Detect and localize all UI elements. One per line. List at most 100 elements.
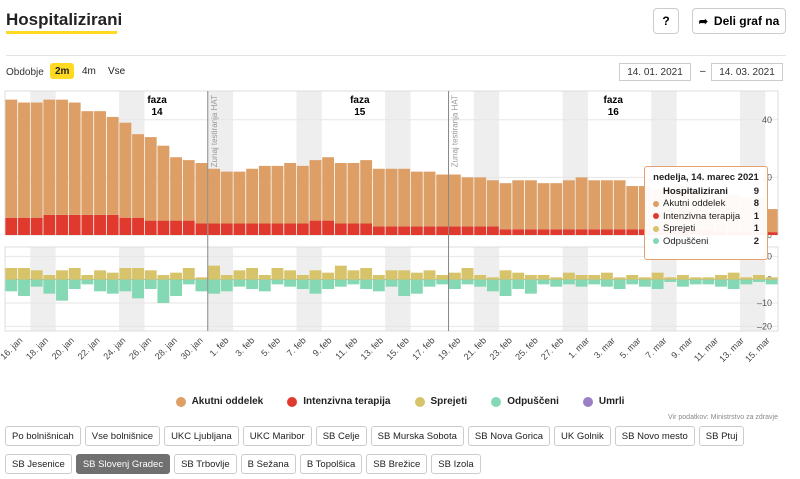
filter-button[interactable]: SB Slovenj Gradec (75, 454, 171, 474)
legend-item-discharged[interactable]: Odpuščeni (491, 396, 559, 407)
bar-acute (334, 163, 347, 224)
bar-acute (132, 134, 144, 218)
filter-button[interactable]: SB Trbovlje (174, 454, 237, 474)
tooltip-row-icu: Intenzivna terapija 1 (653, 210, 759, 223)
bar-admitted (562, 272, 575, 280)
bar-acute (398, 168, 411, 227)
filter-button[interactable]: SB Brežice (366, 454, 428, 474)
filter-button[interactable]: SB Ptuj (698, 426, 745, 446)
bar-icu (474, 226, 487, 235)
period-4m-button[interactable]: 4m (82, 65, 96, 77)
legend-item-admitted[interactable]: Sprejeti (414, 396, 467, 407)
x-tick-label: 7. feb (285, 335, 308, 358)
bar-discharged (702, 279, 715, 285)
tooltip-row-value: 1 (753, 210, 759, 222)
tooltip-header-label: Hospitalizirani (663, 185, 728, 197)
bar-discharged (715, 279, 727, 287)
bar-acute (461, 177, 474, 227)
x-tick-label: 15. mar (743, 335, 772, 364)
bar-admitted (664, 277, 677, 280)
bar-acute (296, 165, 309, 224)
hospitalized-chart[interactable]: 02040–20–10010Zunaj testiranja HATZunaj … (0, 85, 800, 385)
legend-item-acute[interactable]: Akutni oddelek (175, 396, 263, 407)
x-tick-label: 30. jan (179, 335, 205, 361)
filter-button[interactable]: SB Jesenice (5, 454, 72, 474)
bar-icu (398, 226, 411, 235)
filter-button[interactable]: B Topolšica (299, 454, 363, 474)
share-button-label: Deli graf na (713, 14, 780, 28)
bar-acute (56, 99, 68, 215)
filter-button[interactable]: UKC Ljubljana (164, 426, 239, 446)
filter-button[interactable]: UK Golnik (554, 426, 611, 446)
bar-admitted (144, 270, 157, 280)
period-label: Obdobje (6, 67, 44, 78)
bar-icu (499, 229, 512, 235)
tooltip-header-value: 9 (753, 185, 759, 197)
bar-discharged (233, 279, 246, 287)
bar-discharged (664, 279, 677, 282)
bar-discharged (18, 279, 30, 296)
phase-annotation: Zunaj testiranja HAT (451, 95, 460, 167)
bar-discharged (639, 279, 651, 287)
title-underline (6, 31, 117, 34)
date-from-input[interactable] (619, 63, 691, 81)
bar-acute (94, 111, 106, 215)
bar-admitted (436, 275, 449, 280)
date-to-input[interactable] (711, 63, 783, 81)
help-button[interactable]: ? (653, 8, 679, 34)
bar-admitted (448, 272, 461, 280)
bar-icu (613, 229, 626, 235)
bar-discharged (56, 279, 68, 301)
bar-icu (246, 223, 259, 235)
x-tick-label: 7. mar (644, 335, 669, 360)
filter-button[interactable]: Po bolnišnicah (5, 426, 81, 446)
acute-dot-icon (175, 396, 186, 407)
filter-button[interactable]: SB Murska Sobota (370, 426, 464, 446)
legend-item-icu[interactable]: Intenzivna terapija (287, 396, 391, 407)
bar-admitted (727, 272, 740, 280)
filter-button[interactable]: SB Celje (315, 426, 367, 446)
bottom-panel-frame (4, 246, 779, 332)
bar-admitted (512, 272, 525, 280)
bar-acute (360, 160, 373, 224)
bar-acute (43, 99, 56, 215)
tooltip-title: nedelja, 14. marec 2021 (653, 172, 759, 183)
filter-button[interactable]: B Sežana (240, 454, 296, 474)
bar-discharged (322, 279, 335, 289)
bar-icu (157, 220, 170, 235)
bar-icu (385, 226, 398, 235)
bar-admitted (322, 272, 335, 280)
share-button[interactable]: ➦ Deli graf na (692, 8, 786, 34)
bar-discharged (208, 279, 221, 294)
phase-number: 14 (152, 107, 164, 118)
bar-discharged (43, 279, 56, 294)
filter-button[interactable]: SB Novo mesto (614, 426, 695, 446)
bar-discharged (448, 279, 461, 289)
discharged-dot-icon (491, 396, 502, 407)
bar-icu (106, 214, 119, 235)
filter-button[interactable]: SB Nova Gorica (467, 426, 551, 446)
filter-button[interactable]: UKC Maribor (242, 426, 312, 446)
x-tick-label: 3. mar (592, 335, 617, 360)
filter-button[interactable]: Vse bolnišnice (84, 426, 161, 446)
bar-admitted (220, 275, 233, 280)
bar-discharged (220, 279, 233, 292)
bar-acute (550, 183, 563, 230)
bar-acute (765, 209, 778, 233)
bar-icu (94, 214, 106, 235)
legend-item-deceased[interactable]: Umrli (582, 396, 624, 407)
deceased-dot-icon (582, 396, 593, 407)
bar-acute (562, 180, 575, 230)
period-2m-button[interactable]: 2m (50, 63, 75, 79)
filter-button[interactable]: SB Izola (431, 454, 481, 474)
bar-admitted (689, 277, 702, 280)
bar-admitted (68, 268, 81, 280)
bar-icu (436, 226, 449, 235)
bar-discharged (512, 279, 525, 289)
period-all-button[interactable]: Vse (108, 65, 126, 77)
x-tick-label: 23. feb (487, 335, 514, 362)
page-title: Hospitalizirani (6, 10, 123, 29)
bar-acute (524, 180, 537, 230)
bar-acute (182, 160, 195, 221)
bar-acute (157, 145, 170, 221)
